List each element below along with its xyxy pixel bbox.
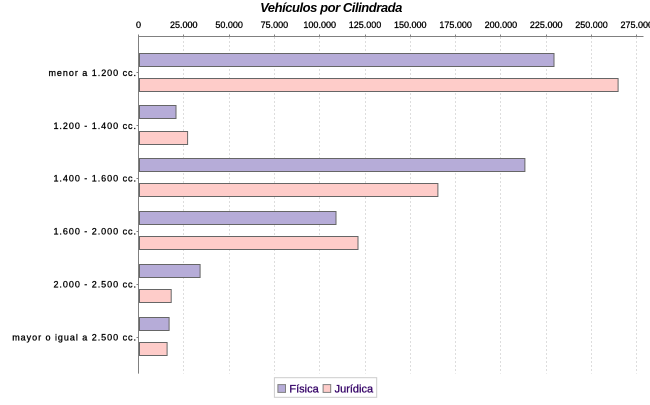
svg-text:Jurídica: Jurídica bbox=[335, 383, 374, 395]
svg-text:150.000: 150.000 bbox=[394, 20, 427, 30]
svg-text:1.200 - 1.400 cc.: 1.200 - 1.400 cc. bbox=[53, 121, 137, 131]
svg-text:25.000: 25.000 bbox=[170, 20, 198, 30]
svg-text:0: 0 bbox=[136, 20, 141, 30]
svg-text:100.000: 100.000 bbox=[303, 20, 336, 30]
svg-text:275.000: 275.000 bbox=[621, 20, 650, 30]
svg-text:Vehículos por Cilindrada: Vehículos por Cilindrada bbox=[260, 0, 402, 15]
svg-text:175.000: 175.000 bbox=[439, 20, 472, 30]
svg-text:menor a 1.200 cc.: menor a 1.200 cc. bbox=[48, 68, 137, 78]
svg-text:2.000 - 2.500 cc.: 2.000 - 2.500 cc. bbox=[53, 279, 137, 289]
svg-text:mayor o igual a 2.500 cc.: mayor o igual a 2.500 cc. bbox=[12, 332, 137, 342]
svg-text:1.400 - 1.600 cc.: 1.400 - 1.600 cc. bbox=[53, 174, 137, 184]
svg-text:125.000: 125.000 bbox=[349, 20, 382, 30]
svg-text:75.000: 75.000 bbox=[261, 20, 289, 30]
svg-text:50.000: 50.000 bbox=[215, 20, 243, 30]
svg-text:1.600 - 2.000 cc.: 1.600 - 2.000 cc. bbox=[53, 227, 137, 237]
svg-text:200.000: 200.000 bbox=[485, 20, 518, 30]
svg-text:Física: Física bbox=[289, 383, 319, 395]
svg-text:250.000: 250.000 bbox=[575, 20, 608, 30]
svg-text:225.000: 225.000 bbox=[530, 20, 563, 30]
